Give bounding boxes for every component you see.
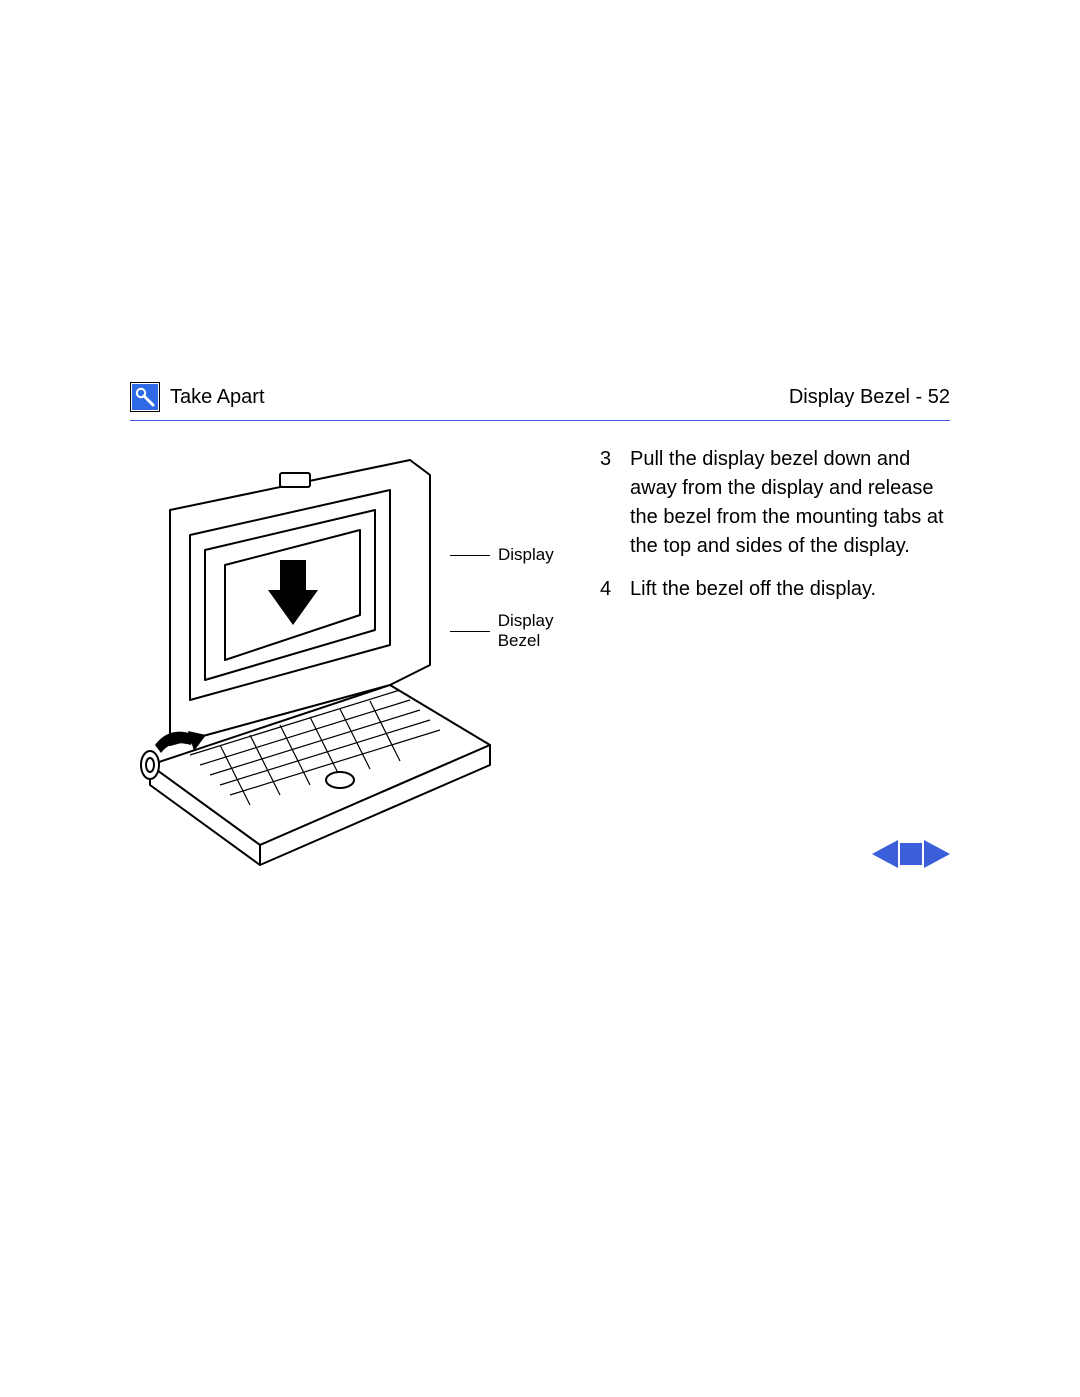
nav-next-button[interactable] bbox=[924, 840, 950, 868]
step-number: 3 bbox=[600, 445, 630, 561]
callout-leader-line bbox=[450, 555, 490, 556]
section-title: Take Apart bbox=[170, 386, 265, 409]
callout-leader-line bbox=[450, 631, 490, 632]
step-item: 3 Pull the display bezel down and away f… bbox=[600, 445, 950, 561]
step-text: Lift the bezel off the display. bbox=[630, 575, 950, 604]
callout-label: Display Bezel bbox=[498, 611, 600, 651]
page-header: Take Apart Display Bezel - 52 bbox=[130, 380, 950, 414]
instruction-steps: 3 Pull the display bezel down and away f… bbox=[600, 445, 950, 875]
nav-prev-button[interactable] bbox=[872, 840, 898, 868]
callout-label: Display bbox=[498, 545, 554, 565]
header-rule bbox=[130, 420, 950, 421]
figure-area: Display Display Bezel bbox=[130, 445, 600, 875]
figure-callouts: Display Display Bezel bbox=[450, 545, 600, 697]
callout-display-bezel: Display Bezel bbox=[450, 611, 600, 651]
step-number: 4 bbox=[600, 575, 630, 604]
step-text: Pull the display bezel down and away fro… bbox=[630, 445, 950, 561]
page-nav bbox=[872, 840, 950, 868]
step-item: 4 Lift the bezel off the display. bbox=[600, 575, 950, 604]
screwdriver-icon bbox=[130, 382, 160, 412]
nav-stop-button[interactable] bbox=[900, 843, 922, 865]
page-reference: Display Bezel - 52 bbox=[789, 386, 950, 409]
callout-display: Display bbox=[450, 545, 600, 565]
